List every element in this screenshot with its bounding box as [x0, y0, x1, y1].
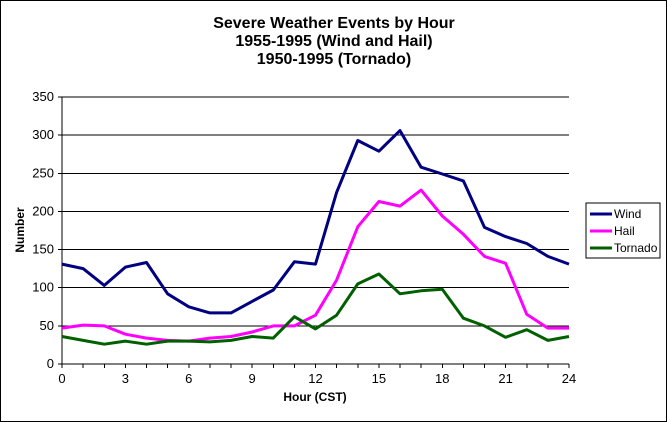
y-tick-label-300: 300 [32, 127, 54, 142]
y-tick-label-0: 0 [47, 356, 54, 371]
x-tick-label-18: 18 [435, 371, 449, 386]
x-tick-label-3: 3 [122, 371, 129, 386]
y-tick-label-200: 200 [32, 203, 54, 218]
title-line-2: 1955-1995 (Wind and Hail) [235, 33, 432, 50]
series-line-wind [61, 129, 570, 315]
x-tick-label-0: 0 [58, 371, 65, 386]
title-line-1: Severe Weather Events by Hour [213, 15, 455, 32]
y-tick-label-50: 50 [40, 318, 54, 333]
y-tick-label-250: 250 [32, 165, 54, 180]
series-line-tornado [61, 272, 570, 346]
chart-title: Severe Weather Events by Hour 1955-1995 … [213, 15, 455, 68]
y-tick-label-350: 350 [32, 89, 54, 104]
y-axis-label: Number [13, 207, 27, 253]
x-tick-label-9: 9 [249, 371, 256, 386]
legend-label-wind: Wind [614, 207, 641, 221]
y-tick-label-150: 150 [32, 242, 54, 257]
legend: Wind Hail Tornado [585, 202, 661, 259]
y-tick-label-100: 100 [32, 280, 54, 295]
x-tick-label-15: 15 [372, 371, 386, 386]
x-tick-label-24: 24 [562, 371, 576, 386]
plot-area: 0 50 100 150 200 250 300 350 0 3 6 9 12 15 18 21 24 [32, 89, 576, 386]
legend-label-tornado: Tornado [614, 241, 658, 255]
series-line-hail [61, 188, 569, 343]
x-tick-label-6: 6 [185, 371, 192, 386]
x-tick-label-21: 21 [498, 371, 512, 386]
x-axis-label: Hour (CST) [283, 390, 346, 404]
x-tick-label-12: 12 [308, 371, 322, 386]
legend-label-hail: Hail [614, 224, 635, 238]
title-line-3: 1950-1995 (Tornado) [257, 51, 411, 68]
